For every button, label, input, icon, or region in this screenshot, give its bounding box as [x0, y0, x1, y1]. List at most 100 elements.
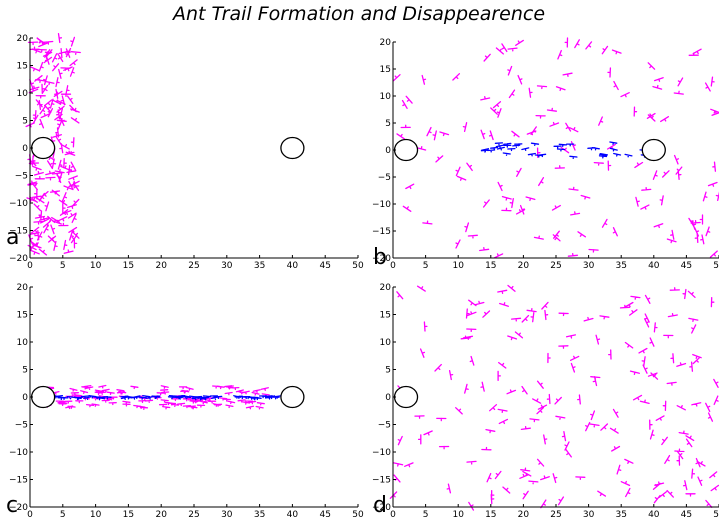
ant-trail [73, 396, 82, 401]
ant-searching [682, 480, 688, 491]
ant-searching [597, 490, 607, 497]
ant-searching [710, 108, 719, 114]
ant-searching [609, 427, 619, 434]
ant-searching [50, 224, 56, 235]
ant-searching [255, 405, 264, 410]
ant-trail [514, 143, 523, 147]
ant-searching [529, 418, 540, 423]
ant-searching [629, 370, 640, 376]
ant-searching [670, 353, 675, 364]
ant-searching [647, 372, 658, 378]
ant-searching [652, 170, 658, 180]
ant-searching [670, 229, 675, 240]
ant-searching [467, 234, 478, 239]
ant-searching [608, 349, 612, 360]
ant-searching [63, 185, 74, 191]
ant-searching [650, 372, 659, 380]
ant-searching [678, 430, 689, 435]
panel-letter: b [373, 245, 387, 270]
ant-searching [691, 324, 697, 334]
y-tick-label: 0 [22, 144, 28, 154]
ant-searching [710, 484, 719, 492]
y-tick-label: 10 [17, 89, 29, 99]
ant-searching [466, 328, 477, 333]
ant-searching [29, 46, 40, 51]
ant-searching [189, 398, 199, 403]
ant-searching [625, 487, 631, 498]
ant-searching [649, 337, 655, 347]
ant-searching [59, 209, 69, 216]
ant-searching [260, 387, 269, 391]
ant-searching [43, 56, 53, 64]
ant-searching [641, 356, 646, 367]
y-tick-label: −5 [15, 172, 28, 182]
ant-searching [122, 403, 131, 407]
ant-searching [60, 95, 66, 106]
y-tick-label: −20 [372, 254, 391, 264]
x-tick-label: 5 [423, 261, 429, 271]
x-tick-label: 20 [518, 510, 530, 520]
ant-searching [585, 41, 593, 50]
ant-searching [58, 222, 69, 227]
x-tick-label: 50 [713, 510, 719, 520]
ant-searching [225, 404, 234, 409]
ant-searching [52, 63, 60, 72]
ant-trail [569, 155, 578, 160]
ant-searching [565, 122, 572, 132]
ant-searching [57, 32, 63, 44]
ant-searching [53, 240, 58, 251]
ant-searching [43, 40, 54, 45]
panel-b: 0 5 10 15 20 25 30 35 40 45 50 −20 −15 −10 −5 0 5 10 15 20 b [372, 37, 719, 271]
ant-searching [673, 90, 684, 95]
y-tick-label: −10 [9, 448, 28, 458]
ant-searching [435, 155, 444, 163]
ant-searching [392, 74, 401, 82]
ant-searching [466, 460, 477, 465]
ant-searching [649, 419, 653, 430]
ant-searching [30, 226, 40, 234]
x-tick-label: 15 [485, 261, 496, 271]
ant-searching [509, 197, 514, 209]
ant-searching [29, 196, 38, 203]
ant-searching [553, 230, 560, 239]
ant-searching [611, 49, 622, 55]
ant-searching [70, 117, 80, 124]
x-tick-label: 40 [287, 261, 299, 271]
ant-searching [60, 67, 71, 71]
ant-searching [158, 403, 168, 407]
ant-searching [677, 77, 684, 87]
ant-searching [574, 39, 580, 49]
ant-searching [674, 448, 685, 453]
ant-searching [57, 400, 66, 405]
ant-searching [639, 399, 650, 405]
ant-searching [497, 408, 508, 414]
ant-searching [546, 107, 558, 112]
x-tick-label: 50 [352, 510, 364, 520]
y-tick-label: 15 [17, 62, 28, 72]
x-tick-label: 50 [713, 261, 719, 271]
ant-searching [28, 160, 40, 165]
ant-searching [60, 165, 70, 171]
ant-searching [94, 389, 103, 394]
ant-searching [644, 313, 650, 323]
ant-searching [536, 406, 545, 415]
ant-searching [44, 80, 55, 86]
ant-searching [570, 362, 576, 373]
ant-searching [52, 133, 62, 138]
ant-searching [661, 170, 670, 178]
y-tick-label: 5 [22, 117, 28, 127]
ant-searching [536, 458, 545, 467]
ant-searching [104, 397, 113, 402]
x-tick-label: 25 [188, 261, 199, 271]
ant-searching [452, 73, 461, 81]
ant-searching [68, 175, 78, 181]
ant-searching [207, 400, 217, 404]
ant-searching [466, 311, 477, 317]
ant-searching [709, 250, 718, 258]
ant-searching [488, 130, 494, 141]
ant-searching [555, 415, 566, 420]
panel-a: 0 5 10 15 20 25 30 35 40 45 50 −20 −15 −10 −5 0 5 10 15 20 a [6, 32, 364, 271]
y-tick-label: −20 [372, 503, 391, 513]
panel-d: 0 5 10 15 20 25 30 35 40 45 50 −20 −15 −10 −5 0 5 10 15 20 d [372, 283, 719, 520]
